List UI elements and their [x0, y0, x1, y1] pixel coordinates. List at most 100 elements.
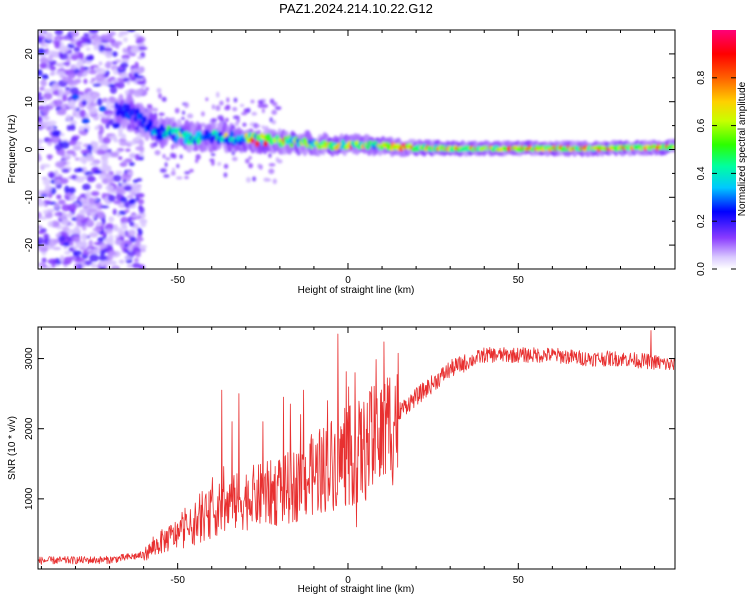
snr-panel: -50 0 50 1000 2000 3000 Height of straight li… — [7, 326, 676, 595]
heatmap-cell — [113, 200, 122, 205]
heatmap-cell — [75, 176, 85, 183]
heatmap-cell — [170, 171, 176, 176]
heatmap-cell — [40, 57, 49, 64]
heatmap-cell — [38, 153, 41, 162]
heatmap-cell — [161, 96, 167, 102]
heatmap-cell — [126, 30, 136, 33]
heatmap-cell — [87, 218, 93, 225]
heatmap-cell — [211, 160, 215, 166]
heatmap-cell — [205, 97, 209, 102]
heatmap-cell — [153, 141, 158, 147]
heatmap-cell — [64, 185, 70, 194]
heatmap-cell — [60, 35, 71, 41]
heatmap-cell — [54, 40, 61, 48]
heatmap-cell — [84, 37, 92, 42]
heatmap-cell — [122, 222, 127, 229]
heatmap-cell — [252, 176, 257, 182]
heatmap-cell — [38, 48, 46, 55]
heatmap-cell — [248, 162, 254, 169]
spectrogram-x-tick-label: -50 — [170, 275, 185, 286]
heatmap-cell — [215, 105, 221, 111]
heatmap-cell — [71, 234, 81, 243]
heatmap-cell — [51, 130, 62, 137]
heatmap-cell — [159, 168, 167, 173]
heatmap-cell — [40, 79, 47, 87]
heatmap-cell — [39, 193, 48, 198]
snr-y-tick-label: 3000 — [24, 347, 35, 370]
heatmap-cell — [63, 256, 73, 265]
heatmap-cell — [88, 197, 95, 203]
heatmap-cell — [38, 106, 43, 111]
figure-title: PAZ1.2024.214.10.22.G12 — [279, 1, 433, 16]
heatmap-cell — [239, 103, 245, 108]
heatmap-cell — [111, 51, 118, 57]
heatmap-cell — [257, 103, 265, 108]
heatmap-cell — [231, 156, 238, 162]
heatmap-cell — [43, 92, 53, 100]
heatmap-cell — [88, 232, 99, 238]
heatmap-cell — [79, 109, 86, 118]
heatmap-cell — [119, 230, 126, 237]
heatmap-cell — [69, 38, 75, 42]
heatmap-cell — [98, 113, 104, 118]
heatmap-cell — [223, 172, 228, 178]
snr-x-tick-label: -50 — [170, 575, 185, 586]
heatmap-cell — [271, 119, 277, 125]
heatmap-cell — [61, 218, 70, 226]
heatmap-cell — [83, 78, 88, 85]
heatmap-cell — [107, 254, 113, 262]
heatmap-cell — [115, 43, 120, 49]
heatmap-cell — [164, 162, 168, 168]
heatmap-cell — [124, 255, 132, 261]
heatmap-cell — [113, 174, 122, 182]
heatmap-cell — [80, 209, 87, 213]
heatmap-cell — [262, 103, 269, 109]
heatmap-cell — [70, 30, 80, 38]
heatmap-cell — [39, 30, 45, 37]
heatmap-cell — [231, 150, 235, 156]
heatmap-cell — [188, 168, 194, 173]
heatmap-cell — [66, 212, 74, 218]
heatmap-cell — [114, 102, 119, 110]
heatmap-cell — [242, 122, 247, 127]
heatmap-cell — [169, 152, 175, 159]
heatmap-cell — [84, 96, 91, 101]
heatmap-cell — [219, 118, 225, 122]
heatmap-cell — [47, 171, 56, 178]
heatmap-cell — [127, 216, 132, 224]
heatmap-cell — [195, 159, 199, 164]
heatmap-cell — [109, 177, 114, 184]
heatmap-cell — [77, 168, 84, 173]
spectrogram-ticks: -50 0 50 -20 -10 0 10 20 — [24, 29, 675, 286]
heatmap-cell — [88, 239, 94, 248]
heatmap-cell — [56, 99, 63, 107]
heatmap-cell — [38, 69, 43, 77]
heatmap-cell — [263, 140, 268, 147]
heatmap-cell — [117, 33, 124, 38]
heatmap-cell — [265, 178, 272, 182]
heatmap-cell — [78, 130, 87, 136]
spectrogram-x-axis-label: Height of straight line (km) — [298, 285, 415, 296]
heatmap-cell — [38, 95, 44, 102]
heatmap-cell — [81, 99, 88, 106]
heatmap-cell — [133, 72, 139, 77]
heatmap-cell — [38, 37, 43, 44]
heatmap-cell — [210, 118, 218, 123]
heatmap-cell — [67, 43, 75, 49]
heatmap-cell — [122, 103, 131, 110]
heatmap-cell — [109, 260, 117, 265]
heatmap-cell — [59, 148, 66, 157]
heatmap-cell — [118, 210, 127, 216]
heatmap-cell — [41, 189, 52, 196]
heatmap-cell — [98, 132, 103, 141]
heatmap-cell — [232, 115, 240, 120]
heatmap-cell — [254, 140, 260, 147]
heatmap-cell — [109, 97, 119, 104]
heatmap-cell — [108, 250, 118, 256]
heatmap-cell — [67, 71, 76, 79]
spectrogram-y-tick-label: -20 — [24, 237, 35, 252]
heatmap-cell — [56, 194, 62, 200]
heatmap-cell — [106, 99, 111, 108]
heatmap-cell — [128, 72, 133, 78]
heatmap-cell — [89, 253, 99, 262]
